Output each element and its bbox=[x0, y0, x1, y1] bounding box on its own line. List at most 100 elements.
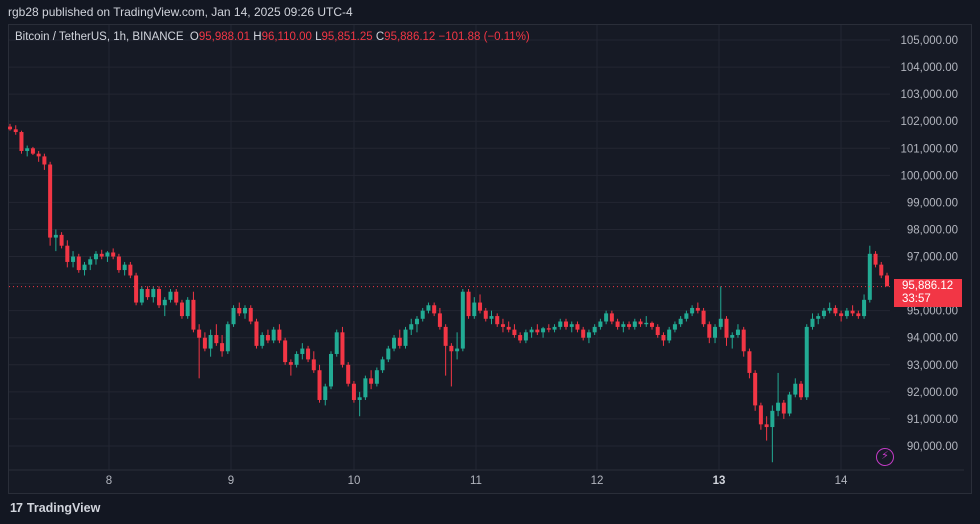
candle-body bbox=[661, 335, 666, 341]
candle-body bbox=[615, 321, 620, 327]
y-tick-label: 100,000.00 bbox=[900, 170, 958, 182]
candle-body bbox=[718, 318, 723, 327]
candle-body bbox=[644, 322, 649, 325]
candle-body bbox=[695, 307, 700, 311]
candle-body bbox=[71, 256, 76, 262]
candle-body bbox=[19, 132, 24, 151]
x-tick-label: 12 bbox=[591, 475, 604, 487]
candle-body bbox=[42, 156, 47, 165]
y-tick-label: 99,000.00 bbox=[907, 197, 958, 209]
candle-body bbox=[546, 328, 551, 330]
candle-body bbox=[884, 275, 890, 287]
candle-body bbox=[558, 321, 563, 327]
candle-body bbox=[82, 264, 87, 271]
candle-body bbox=[443, 326, 448, 346]
candle-body bbox=[340, 332, 345, 365]
candle-body bbox=[466, 291, 471, 317]
candle-body bbox=[701, 310, 706, 325]
chart-frame[interactable] bbox=[8, 24, 972, 494]
candle-body bbox=[128, 264, 133, 276]
candle-body bbox=[598, 321, 603, 327]
low-label: L bbox=[315, 31, 322, 43]
y-tick-label: 103,000.00 bbox=[900, 89, 958, 101]
candle-body bbox=[867, 253, 872, 300]
candle-body bbox=[248, 307, 253, 322]
candle-body bbox=[237, 307, 242, 314]
candle-body bbox=[839, 313, 844, 317]
y-tick-label: 98,000.00 bbox=[907, 224, 958, 236]
candle-body bbox=[655, 326, 660, 336]
candle-body bbox=[420, 310, 425, 319]
candle-body bbox=[328, 353, 333, 387]
candle-body bbox=[730, 335, 735, 338]
candle-body bbox=[288, 362, 293, 365]
candle-body bbox=[300, 348, 305, 354]
lightning-icon[interactable]: ⚡︎ bbox=[876, 448, 894, 466]
candle-body bbox=[764, 424, 769, 428]
candle-body bbox=[799, 383, 804, 398]
candle-body bbox=[271, 329, 276, 341]
candle-body bbox=[243, 307, 248, 314]
candle-body bbox=[506, 326, 511, 330]
candle-body bbox=[632, 321, 637, 327]
candle-body bbox=[351, 383, 356, 400]
candle-body bbox=[13, 129, 18, 133]
candle-body bbox=[208, 335, 213, 349]
candle-body bbox=[804, 326, 809, 398]
candle-body bbox=[873, 253, 878, 265]
candle-body bbox=[254, 321, 259, 346]
candle-body bbox=[592, 326, 597, 333]
grid-lines bbox=[9, 25, 964, 471]
candle-body bbox=[678, 318, 683, 325]
open-label: O bbox=[189, 31, 199, 43]
y-tick-label: 102,000.00 bbox=[900, 116, 958, 128]
candle-body bbox=[139, 289, 144, 303]
y-tick-label: 93,000.00 bbox=[907, 360, 958, 372]
candle-body bbox=[7, 126, 13, 130]
candle-body bbox=[621, 324, 626, 327]
candle-body bbox=[220, 343, 225, 352]
x-tick-label: 8 bbox=[106, 475, 112, 487]
candle-body bbox=[260, 335, 265, 346]
candle-body bbox=[111, 252, 116, 257]
symbol-legend[interactable]: Bitcoin / TetherUS, 1h, BINANCE O95,988.… bbox=[15, 31, 530, 43]
last-price-tag: 95,886.12 33:57 bbox=[894, 279, 962, 307]
candle-body bbox=[48, 164, 53, 238]
candle-body bbox=[827, 307, 832, 311]
close-value: 95,886.12 bbox=[384, 31, 436, 43]
candle-body bbox=[495, 316, 500, 325]
bar-countdown: 33:57 bbox=[902, 293, 931, 305]
candle-body bbox=[323, 386, 328, 400]
candle-body bbox=[821, 310, 826, 317]
candle-body bbox=[437, 313, 442, 327]
candle-body bbox=[609, 313, 614, 322]
candle-body bbox=[432, 305, 437, 314]
candle-body bbox=[197, 329, 202, 338]
candle-body bbox=[833, 307, 838, 314]
candle-body bbox=[627, 324, 632, 327]
y-tick-label: 97,000.00 bbox=[907, 252, 958, 264]
tradingview-brand[interactable]: 17 TradingView bbox=[10, 501, 100, 515]
candle-body bbox=[735, 329, 740, 336]
candle-body bbox=[586, 332, 591, 338]
close-label: C bbox=[375, 31, 385, 43]
candle-body bbox=[770, 410, 775, 428]
y-tick-label: 92,000.00 bbox=[907, 387, 958, 399]
candle-body bbox=[472, 302, 477, 317]
candle-body bbox=[397, 337, 402, 346]
candle-body bbox=[145, 289, 150, 298]
publisher-bar: rgb28 published on TradingView.com, Jan … bbox=[0, 0, 980, 24]
candle-body bbox=[76, 256, 81, 271]
candle-body bbox=[690, 307, 695, 314]
candle-body bbox=[93, 253, 98, 260]
candle-body bbox=[758, 405, 763, 425]
brand-name: TradingView bbox=[26, 501, 101, 515]
candle-body bbox=[88, 259, 93, 265]
candle-body bbox=[810, 318, 815, 327]
footer: 17 TradingView bbox=[0, 494, 980, 524]
candle-body bbox=[753, 372, 758, 406]
candle-body bbox=[225, 324, 230, 352]
symbol-name: Bitcoin / TetherUS, 1h, BINANCE bbox=[15, 31, 184, 43]
x-tick-label: 10 bbox=[348, 475, 361, 487]
